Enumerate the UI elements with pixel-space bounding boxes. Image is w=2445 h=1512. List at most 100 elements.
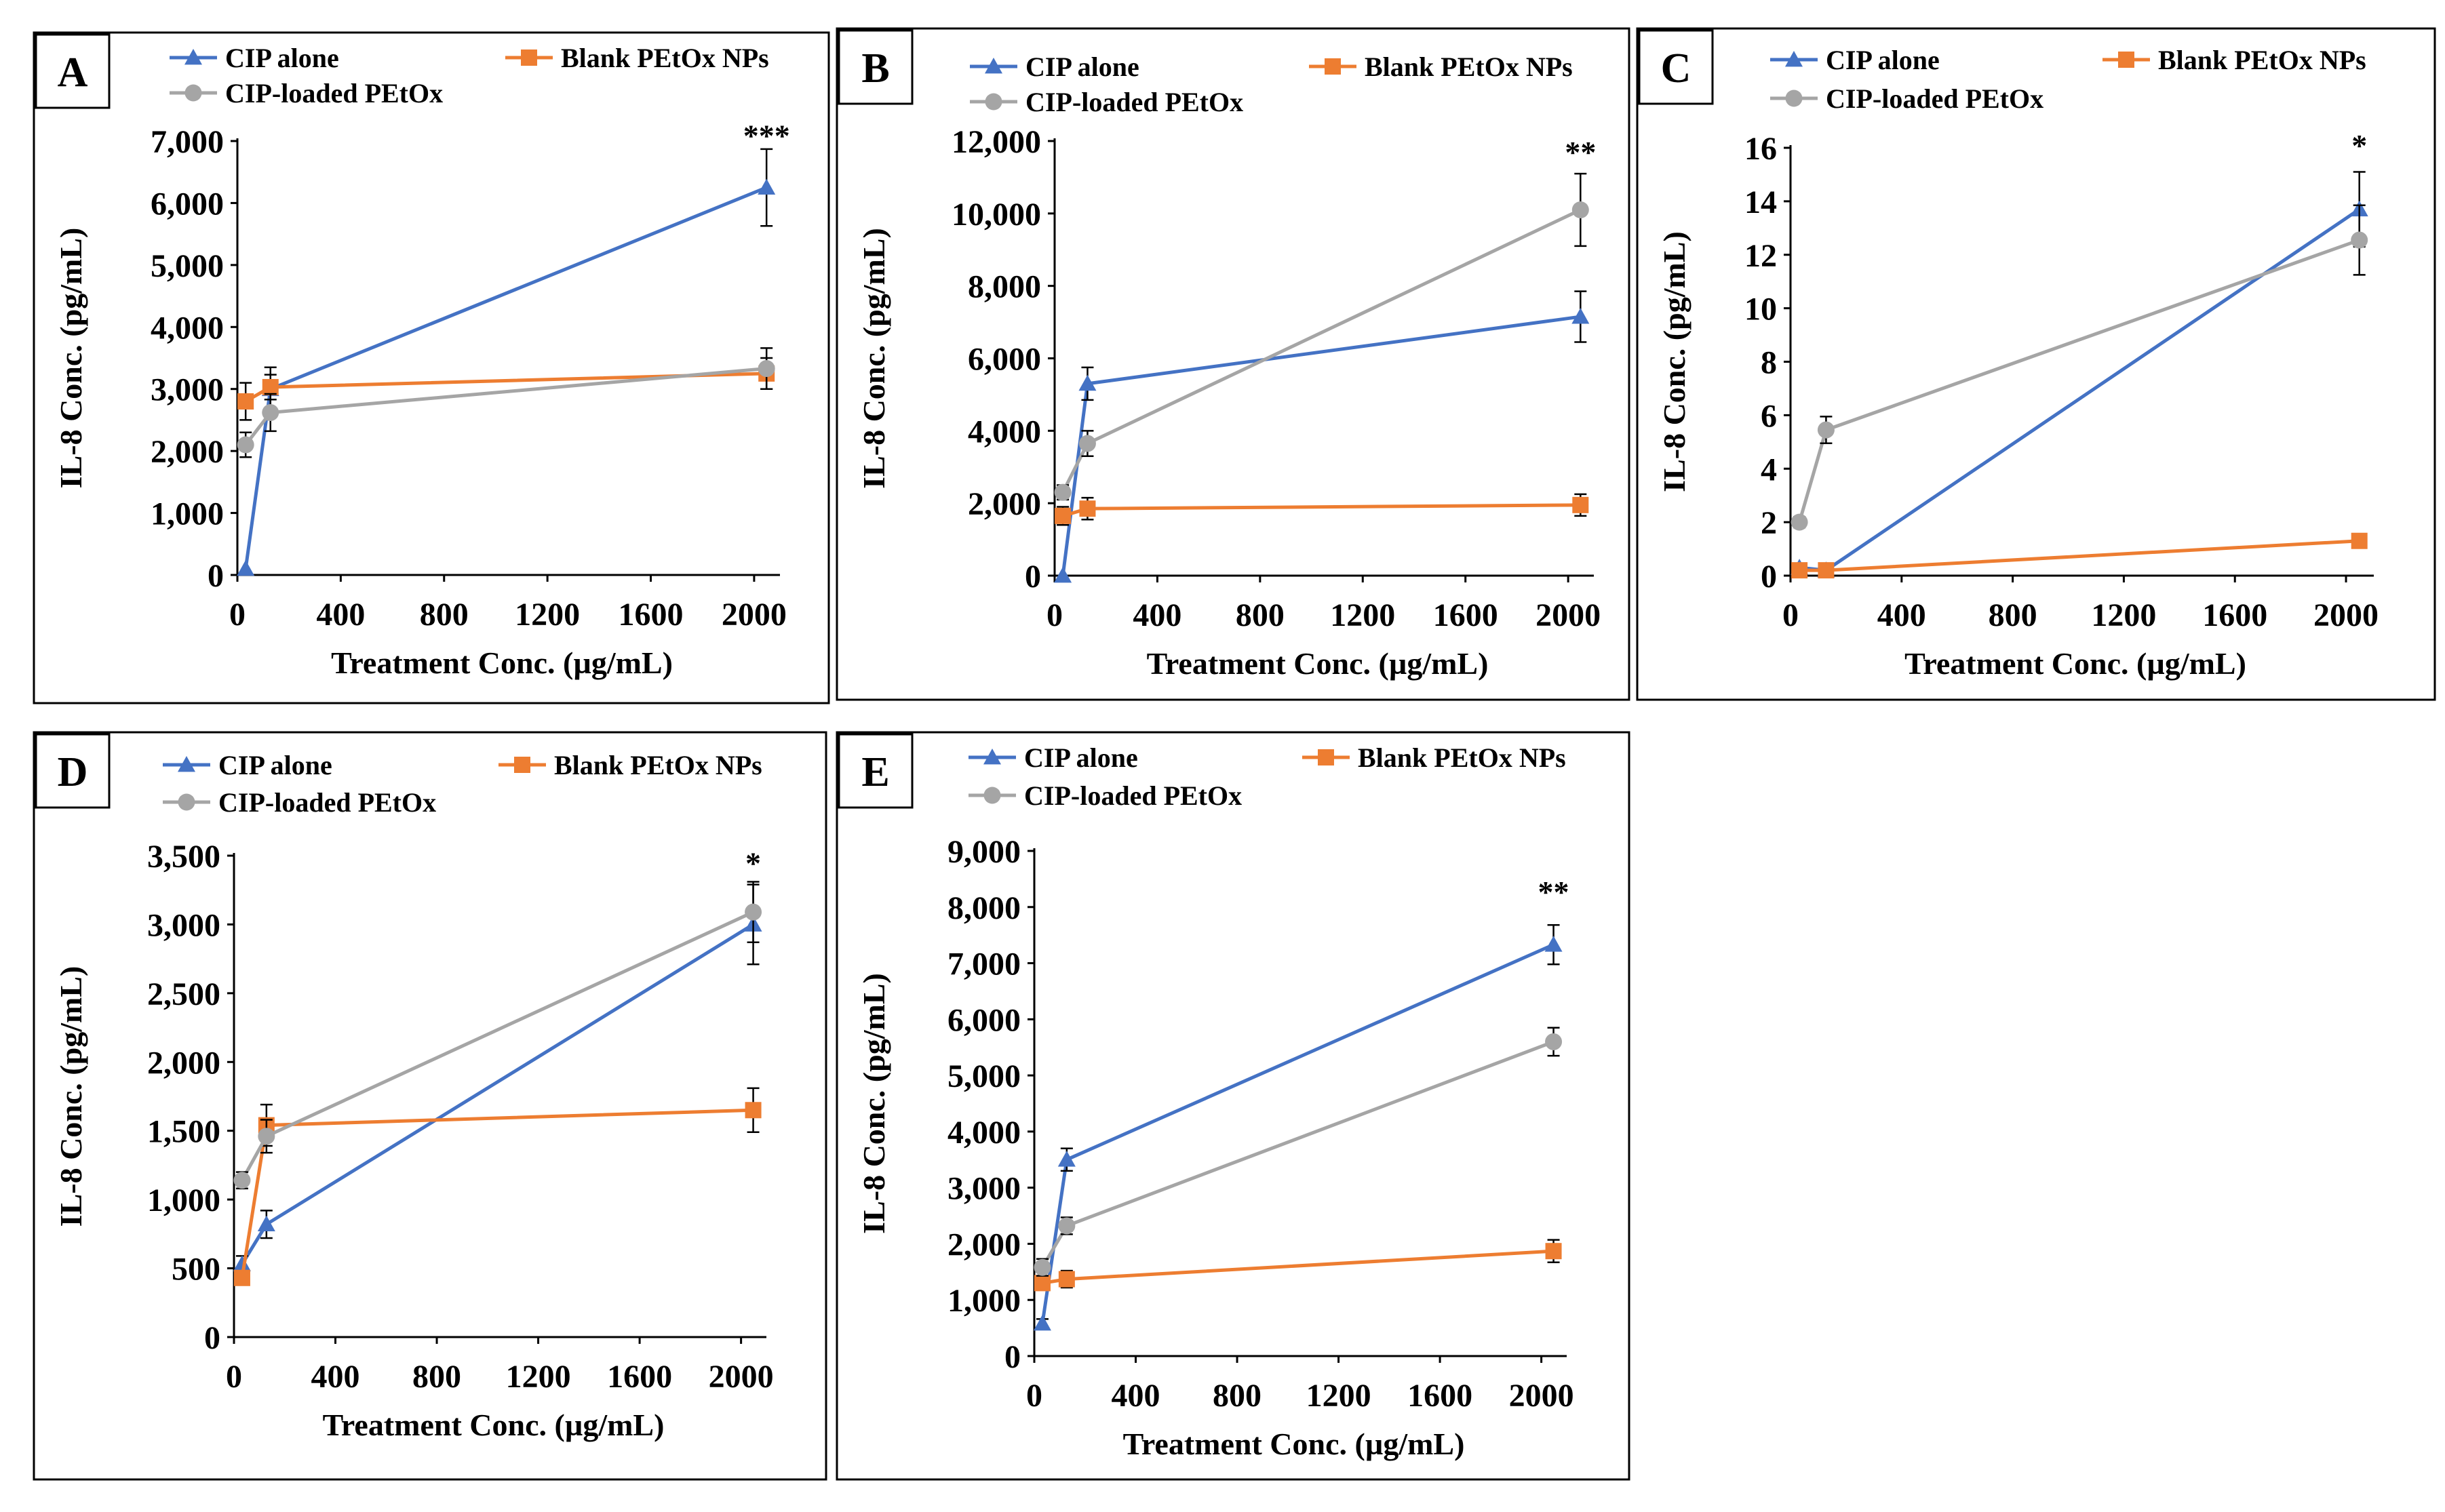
y-tick-label: 0 [204, 1320, 220, 1356]
series-line [1061, 315, 1581, 576]
data-point [1791, 562, 1808, 579]
x-tick-label: 2000 [2313, 597, 2379, 633]
legend-label: Blank PEtOx NPs [561, 43, 769, 73]
x-tick-label: 1200 [2091, 597, 2156, 633]
x-axis-title: Treatment Conc. (µg/mL) [1123, 1427, 1465, 1461]
data-point [745, 903, 762, 921]
y-tick-label: 0 [1004, 1339, 1021, 1375]
legend-entry: Blank PEtOx NPs [1309, 52, 1573, 82]
data-point [1571, 201, 1589, 218]
legend-marker [514, 757, 530, 773]
data-point [1057, 1151, 1076, 1167]
legend-entry: CIP alone [163, 750, 332, 780]
y-axis-title: IL-8 Conc. (pg/mL) [1657, 231, 1691, 492]
y-tick-label: 12 [1744, 238, 1777, 274]
y-tick-label: 14 [1744, 184, 1777, 220]
legend-entry: CIP-loaded PEtOx [163, 787, 436, 818]
series-blank-petox [1055, 493, 1589, 526]
y-tick-label: 4,000 [151, 310, 224, 346]
data-point [2351, 231, 2368, 249]
legend-marker [1785, 51, 1803, 67]
legend-marker [1785, 89, 1803, 107]
data-point [758, 360, 775, 378]
legend-label: CIP-loaded PEtOx [1024, 780, 1242, 811]
x-tick-label: 1600 [1433, 597, 1498, 633]
series-blank-petox [233, 1087, 762, 1286]
panel-frame [836, 27, 1630, 701]
y-tick-label: 6,000 [968, 342, 1041, 378]
significance-annotation: *** [743, 118, 790, 153]
y-tick-label: 0 [1761, 559, 1777, 595]
data-point [233, 1172, 251, 1189]
data-point [1545, 1243, 1562, 1260]
x-axis-title: Treatment Conc. (µg/mL) [323, 1408, 665, 1442]
y-tick-label: 7,000 [151, 124, 224, 160]
legend-label: Blank PEtOx NPs [554, 750, 762, 780]
series-line [1799, 539, 2360, 572]
x-tick-label: 0 [1047, 597, 1063, 633]
x-tick-label: 1200 [1306, 1378, 1371, 1414]
legend-entry: Blank PEtOx NPs [505, 43, 769, 73]
x-tick-label: 2000 [1509, 1378, 1574, 1414]
x-tick-label: 2000 [1536, 597, 1601, 633]
y-axis-title: IL-8 Conc. (pg/mL) [857, 228, 891, 489]
y-tick-label: 2,500 [147, 976, 220, 1012]
y-axis-title: IL-8 Conc. (pg/mL) [54, 228, 88, 489]
significance-annotation: ** [1538, 875, 1569, 909]
data-point [233, 1255, 251, 1271]
x-tick-label: 0 [226, 1359, 242, 1395]
y-tick-label: 10 [1744, 292, 1777, 327]
data-point [1058, 1217, 1076, 1235]
y-tick-label: 1,500 [147, 1114, 220, 1150]
panel-letter: B [861, 45, 889, 92]
series-blank-petox [1791, 532, 2368, 579]
x-tick-label: 800 [412, 1359, 461, 1395]
series-cip-loaded [1791, 204, 2368, 531]
series-line [240, 923, 754, 1265]
data-point [758, 178, 776, 195]
y-tick-label: 2,000 [151, 434, 224, 470]
y-tick-label: 1,000 [947, 1283, 1021, 1319]
y-tick-label: 0 [208, 558, 224, 594]
y-tick-label: 10,000 [952, 197, 1041, 233]
data-point [237, 559, 255, 576]
legend-label: CIP-loaded PEtOx [1025, 87, 1243, 117]
x-tick-label: 800 [1236, 597, 1285, 633]
data-point [1079, 500, 1096, 517]
x-tick-label: 1200 [506, 1359, 571, 1395]
data-point [1544, 936, 1563, 952]
x-tick-label: 400 [1112, 1378, 1160, 1414]
x-tick-label: 1600 [1407, 1378, 1472, 1414]
y-tick-label: 5,000 [151, 248, 224, 284]
x-tick-label: 400 [316, 597, 365, 633]
panel-letter: D [58, 749, 88, 795]
y-tick-label: 500 [172, 1252, 220, 1288]
y-tick-label: 6,000 [947, 1002, 1021, 1038]
data-point [262, 378, 279, 395]
series-line [243, 186, 768, 570]
data-point [237, 393, 254, 410]
chart-panel-a: A 0 1,000 2,000 3,000 4,000 5,000 6,000 7,000 0 40… [33, 31, 830, 704]
legend-entry: CIP alone [170, 43, 339, 73]
data-point [1055, 507, 1072, 524]
legend-entry: CIP-loaded PEtOx [1770, 83, 2043, 114]
data-point [237, 436, 254, 454]
legend-label: CIP alone [1826, 45, 1940, 75]
legend-marker [184, 49, 202, 65]
data-point [1034, 1275, 1051, 1292]
data-point [1078, 435, 1096, 452]
x-tick-label: 0 [1026, 1378, 1042, 1414]
y-tick-label: 8,000 [968, 269, 1041, 305]
legend-entry: Blank PEtOx NPs [498, 750, 762, 780]
x-tick-label: 1600 [2202, 597, 2267, 633]
x-tick-label: 800 [1989, 597, 2037, 633]
legend-label: CIP-loaded PEtOx [218, 787, 436, 818]
legend-label: CIP alone [1024, 742, 1138, 773]
legend-label: Blank PEtOx NPs [1358, 742, 1566, 773]
series-cip-alone [237, 148, 776, 576]
x-tick-label: 1600 [607, 1359, 672, 1395]
x-tick-label: 400 [1877, 597, 1926, 633]
legend-label: CIP alone [1025, 52, 1139, 82]
chart-panel-d: D 0 500 1,000 1,500 2,000 2,500 3,000 3,500 0 400 8… [33, 731, 827, 1481]
